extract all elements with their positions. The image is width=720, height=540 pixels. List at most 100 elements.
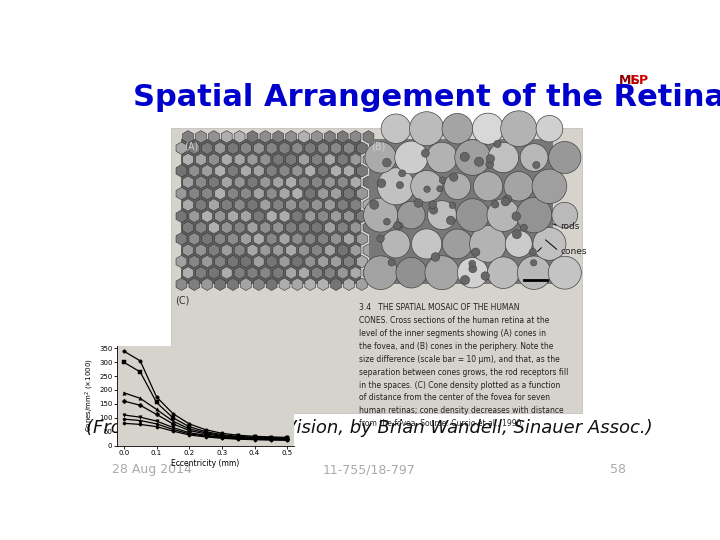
Polygon shape <box>305 142 315 154</box>
Polygon shape <box>196 244 207 256</box>
Circle shape <box>412 229 442 259</box>
Polygon shape <box>273 221 284 234</box>
Polygon shape <box>260 131 271 143</box>
Circle shape <box>455 140 490 176</box>
Text: 3.4   THE SPATIAL MOSAIC OF THE HUMAN
CONES. Cross sections of the human retina : 3.4 THE SPATIAL MOSAIC OF THE HUMAN CONE… <box>359 303 568 428</box>
Polygon shape <box>266 142 277 154</box>
Polygon shape <box>260 153 271 166</box>
Circle shape <box>474 157 484 166</box>
Polygon shape <box>253 255 264 268</box>
Polygon shape <box>183 153 194 166</box>
Polygon shape <box>273 176 284 188</box>
Polygon shape <box>247 221 258 234</box>
Polygon shape <box>363 244 374 256</box>
Polygon shape <box>286 131 297 143</box>
Polygon shape <box>221 267 232 279</box>
Polygon shape <box>247 176 258 188</box>
Polygon shape <box>343 278 354 291</box>
Polygon shape <box>208 176 220 188</box>
Polygon shape <box>266 187 277 200</box>
Circle shape <box>494 140 501 147</box>
Polygon shape <box>318 255 328 268</box>
Polygon shape <box>221 221 232 234</box>
Polygon shape <box>286 176 297 188</box>
Polygon shape <box>343 233 354 245</box>
Polygon shape <box>312 221 323 234</box>
Polygon shape <box>253 187 264 200</box>
Polygon shape <box>202 187 212 200</box>
Polygon shape <box>325 176 336 188</box>
Polygon shape <box>260 244 271 256</box>
Polygon shape <box>240 210 251 222</box>
Polygon shape <box>189 165 199 177</box>
Polygon shape <box>286 244 297 256</box>
Polygon shape <box>318 278 328 291</box>
Polygon shape <box>325 221 336 234</box>
Polygon shape <box>253 142 264 154</box>
Polygon shape <box>292 278 303 291</box>
Circle shape <box>536 116 563 142</box>
Circle shape <box>382 230 410 258</box>
Polygon shape <box>312 199 323 211</box>
Polygon shape <box>215 187 225 200</box>
Polygon shape <box>299 131 310 143</box>
Polygon shape <box>266 165 277 177</box>
Bar <box>171 128 582 413</box>
Circle shape <box>365 142 396 173</box>
Polygon shape <box>183 131 194 143</box>
Polygon shape <box>279 278 290 291</box>
Polygon shape <box>356 233 367 245</box>
Circle shape <box>460 275 469 285</box>
Polygon shape <box>189 187 199 200</box>
Circle shape <box>397 201 426 229</box>
Polygon shape <box>273 244 284 256</box>
Polygon shape <box>215 255 225 268</box>
Circle shape <box>377 179 386 187</box>
Polygon shape <box>312 267 323 279</box>
Circle shape <box>460 152 469 161</box>
Circle shape <box>457 258 488 288</box>
Circle shape <box>469 260 476 267</box>
Text: (A): (A) <box>184 141 198 151</box>
Polygon shape <box>305 187 315 200</box>
Circle shape <box>442 113 472 144</box>
Polygon shape <box>305 210 315 222</box>
Polygon shape <box>350 131 361 143</box>
Polygon shape <box>176 233 187 245</box>
Circle shape <box>552 202 577 228</box>
Polygon shape <box>350 221 361 234</box>
Circle shape <box>520 144 548 171</box>
Polygon shape <box>221 199 232 211</box>
Text: 28 Aug 2014: 28 Aug 2014 <box>112 463 192 476</box>
Polygon shape <box>363 176 374 188</box>
Circle shape <box>487 257 519 288</box>
Polygon shape <box>240 278 251 291</box>
Bar <box>369 139 554 284</box>
Polygon shape <box>330 187 341 200</box>
Circle shape <box>487 199 520 231</box>
Polygon shape <box>228 255 238 268</box>
Text: (From Foundations of Vision, by Brian Wandell, Sinauer Assoc.): (From Foundations of Vision, by Brian Wa… <box>86 419 652 437</box>
Polygon shape <box>305 165 315 177</box>
Polygon shape <box>337 221 348 234</box>
Polygon shape <box>176 278 187 291</box>
Polygon shape <box>312 131 323 143</box>
Polygon shape <box>189 278 199 291</box>
Polygon shape <box>208 267 220 279</box>
Circle shape <box>503 195 512 203</box>
Polygon shape <box>202 210 212 222</box>
Circle shape <box>437 186 443 192</box>
Polygon shape <box>356 187 367 200</box>
Circle shape <box>444 173 471 200</box>
Polygon shape <box>299 221 310 234</box>
Polygon shape <box>228 165 238 177</box>
Circle shape <box>504 172 534 201</box>
Polygon shape <box>208 131 220 143</box>
Polygon shape <box>325 199 336 211</box>
Polygon shape <box>343 210 354 222</box>
Polygon shape <box>356 255 367 268</box>
Circle shape <box>473 172 503 201</box>
Polygon shape <box>286 221 297 234</box>
Circle shape <box>500 111 536 146</box>
Polygon shape <box>337 131 348 143</box>
